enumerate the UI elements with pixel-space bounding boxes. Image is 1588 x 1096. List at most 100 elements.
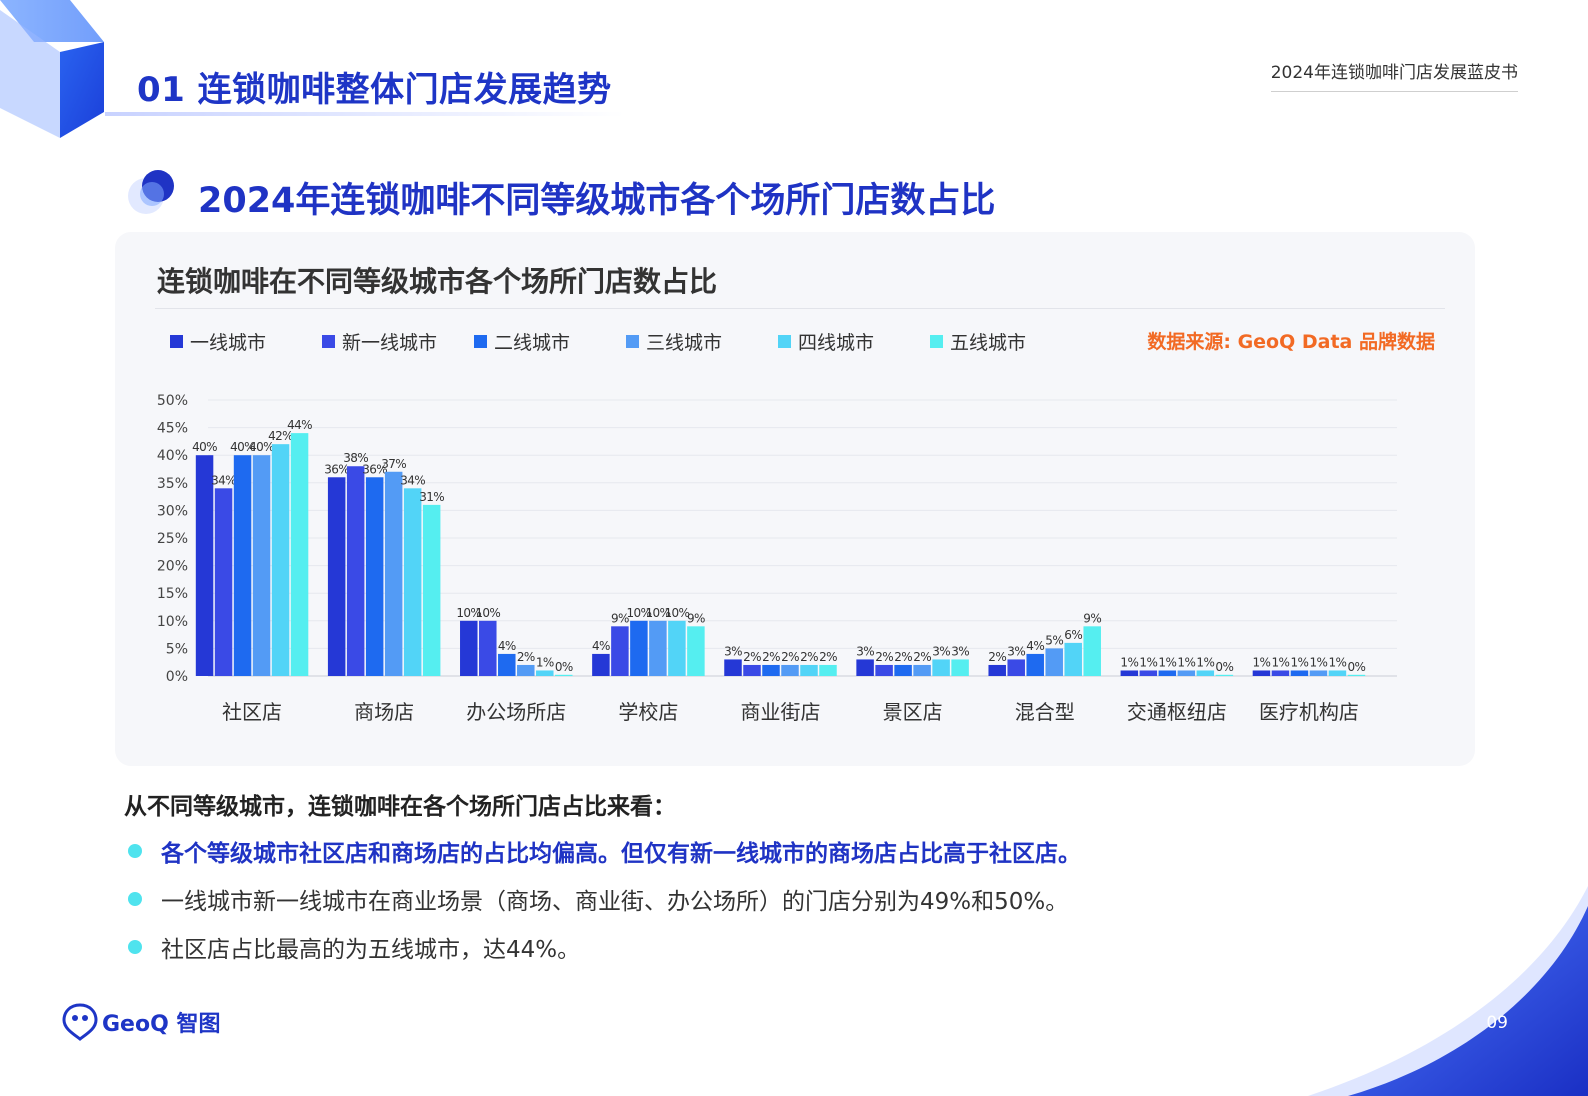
x-tick-label: 交通枢纽店 — [1127, 700, 1227, 724]
x-tick-label: 医疗机构店 — [1259, 700, 1359, 724]
geoq-logo: GeoQ 智图 — [62, 1003, 220, 1041]
bar — [800, 664, 818, 676]
data-label: 1% — [1120, 655, 1138, 669]
bar — [1083, 626, 1101, 676]
bar — [1064, 642, 1082, 676]
data-label: 3% — [1007, 644, 1025, 658]
bar — [346, 466, 365, 676]
bar — [555, 674, 573, 676]
bar — [988, 664, 1006, 676]
page-number: 09 — [1486, 1013, 1508, 1033]
legend-swatch — [474, 335, 487, 348]
data-label: 1% — [1139, 655, 1157, 669]
data-label: 4% — [498, 639, 516, 653]
bar — [781, 664, 799, 676]
bar — [724, 659, 742, 676]
data-label: 2% — [800, 650, 818, 664]
legend-item: 五线城市 — [930, 328, 1082, 355]
cube-decoration — [0, 0, 104, 138]
legend-swatch — [930, 335, 943, 348]
summary-heading: 从不同等级城市，连锁咖啡在各个场所门店占比来看： — [124, 794, 676, 820]
bar — [1290, 670, 1309, 676]
x-tick-label: 学校店 — [618, 700, 678, 724]
data-label: 1% — [1253, 655, 1271, 669]
bar — [536, 670, 554, 676]
data-label: 9% — [687, 611, 705, 625]
data-label: 10% — [475, 606, 500, 620]
data-label: 3% — [932, 644, 950, 658]
data-label: 44% — [287, 418, 312, 432]
data-label: 36% — [362, 462, 387, 476]
data-label: 10% — [645, 606, 670, 620]
y-tick-label: 50% — [157, 393, 188, 409]
y-tick-label: 30% — [157, 503, 188, 519]
data-label: 9% — [611, 611, 629, 625]
bar — [1177, 670, 1196, 676]
legend-item: 新一线城市 — [322, 328, 474, 355]
legend-swatch — [322, 335, 335, 348]
y-tick-label: 0% — [166, 669, 188, 685]
legend-item: 二线城市 — [474, 328, 626, 355]
bar — [195, 455, 214, 676]
data-label: 2% — [894, 650, 912, 664]
x-tick-label: 混合型 — [1015, 700, 1075, 724]
bar — [649, 620, 667, 676]
legend-swatch — [170, 335, 183, 348]
bar — [1215, 674, 1234, 676]
y-tick-label: 40% — [157, 448, 188, 464]
bar — [498, 653, 516, 676]
data-label: 5% — [1045, 633, 1063, 647]
data-source: 数据来源: GeoQ Data 品牌数据 — [1147, 331, 1435, 353]
bar — [856, 659, 874, 676]
data-label: 40% — [230, 440, 255, 454]
bar — [894, 664, 912, 676]
data-label: 1% — [1158, 655, 1176, 669]
bar — [214, 488, 233, 676]
summary-bullet: 各个等级城市社区店和商场店的占比均偏高。但仅有新一线城市的商场店占比高于社区店。 — [128, 827, 1081, 875]
bar — [1328, 670, 1347, 676]
bar — [1196, 670, 1215, 676]
summary-bullets: 各个等级城市社区店和商场店的占比均偏高。但仅有新一线城市的商场店占比高于社区店。… — [128, 827, 1081, 971]
y-tick-label: 15% — [157, 586, 188, 602]
bar — [1309, 670, 1328, 676]
geoq-logo-icon — [62, 1003, 98, 1041]
legend-label: 三线城市 — [646, 332, 723, 354]
bar — [517, 664, 535, 676]
data-label: 3% — [724, 644, 742, 658]
data-label: 1% — [1177, 655, 1195, 669]
bar — [951, 659, 969, 676]
logo-text: GeoQ 智图 — [102, 1012, 221, 1037]
bar — [819, 664, 837, 676]
data-label: 38% — [343, 451, 368, 465]
x-tick-label: 社区店 — [222, 700, 282, 724]
legend-label: 五线城市 — [950, 332, 1027, 354]
y-tick-label: 10% — [157, 614, 188, 630]
summary-bullet-text: 各个等级城市社区店和商场店的占比均偏高。但仅有新一线城市的商场店占比高于社区店。 — [161, 841, 1081, 867]
bullet-dot-icon — [128, 892, 142, 906]
data-label: 10% — [664, 606, 689, 620]
legend-item: 三线城市 — [626, 328, 778, 355]
data-label: 10% — [626, 606, 651, 620]
data-label: 2% — [781, 650, 799, 664]
bar — [592, 653, 610, 676]
data-label: 2% — [988, 650, 1006, 664]
data-label: 10% — [456, 606, 481, 620]
x-tick-label: 商场店 — [354, 700, 414, 724]
data-label: 1% — [1310, 655, 1328, 669]
bar — [233, 455, 252, 676]
data-label: 37% — [381, 457, 406, 471]
data-label: 1% — [1291, 655, 1309, 669]
bar — [1347, 674, 1366, 676]
data-label: 0% — [1215, 660, 1233, 674]
bar — [1026, 653, 1044, 676]
bullet-dot-icon — [128, 940, 142, 954]
bar — [422, 504, 441, 676]
chart-legend: 一线城市 新一线城市 二线城市 三线城市 四线城市 五线城市 — [170, 328, 1082, 355]
chart-divider — [155, 308, 1445, 309]
bar — [290, 433, 309, 676]
bar — [403, 488, 422, 676]
legend-label: 四线城市 — [798, 332, 875, 354]
data-label: 2% — [819, 650, 837, 664]
bar — [460, 620, 478, 676]
title-underline — [105, 112, 625, 116]
